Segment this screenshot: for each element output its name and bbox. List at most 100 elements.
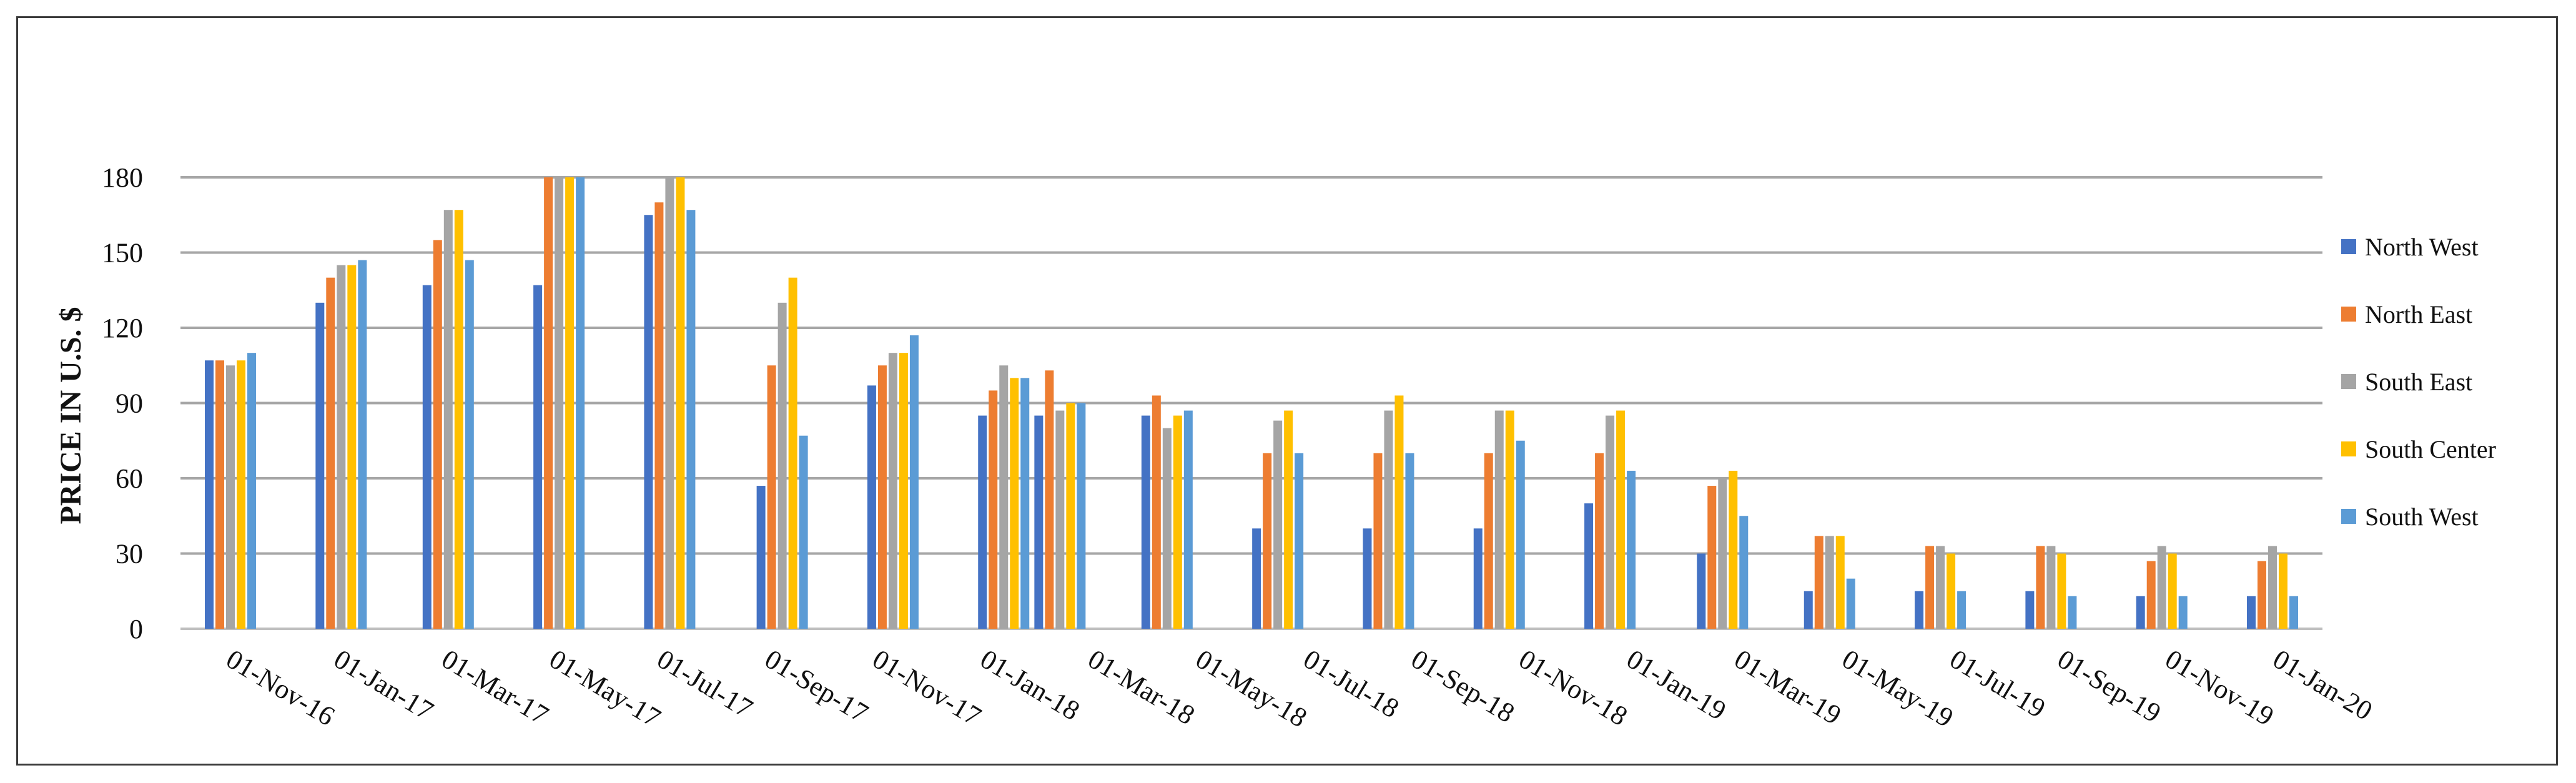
bar-south-west	[358, 260, 367, 629]
bar-south-east	[2157, 546, 2166, 629]
legend-swatch	[2341, 239, 2356, 254]
bar-north-west	[1915, 591, 1924, 629]
chart-frame: 0 30 60 90 120 150 180 01-Nov-16 01-Jan-17 01-Mar…	[16, 16, 2558, 766]
axes: 030609012015018001-Nov-1601-Jan-1701-Mar…	[102, 162, 2377, 734]
bar-north-east	[1707, 486, 1717, 629]
bar-south-east	[443, 210, 453, 629]
bar-north-east	[877, 365, 887, 629]
bar-north-east	[2146, 561, 2156, 629]
bar-north-west	[315, 302, 325, 629]
bar-south-east	[1273, 420, 1283, 629]
legend-label: South East	[2365, 368, 2472, 396]
legend-swatch	[2341, 509, 2356, 524]
legend-label: North West	[2365, 233, 2479, 261]
bar-south-east	[1825, 536, 1834, 629]
bar-south-center	[2057, 553, 2066, 629]
x-tick-label: 01-Jan-17	[328, 644, 438, 727]
gridlines	[180, 176, 2322, 630]
bar-south-west	[909, 335, 919, 629]
bar-south-west	[576, 177, 585, 629]
bar-south-east	[2268, 546, 2277, 629]
bar-south-center	[899, 353, 908, 629]
bars	[205, 177, 2298, 629]
bar-south-west	[1405, 453, 1414, 629]
bar-south-east	[888, 353, 897, 629]
bar-south-center	[1505, 410, 1514, 629]
bar-north-west	[867, 385, 876, 629]
bar-north-west	[2025, 591, 2035, 629]
bar-south-east	[226, 365, 235, 629]
bar-north-east	[544, 177, 553, 629]
bar-south-west	[2068, 596, 2077, 629]
bar-south-center	[676, 177, 685, 629]
x-tick-label: 01-Nov-16	[221, 644, 340, 732]
bar-south-east	[2046, 546, 2056, 629]
bar-south-center	[1947, 553, 1956, 629]
bar-south-east	[1384, 410, 1393, 629]
x-tick-label: 01-Mar-18	[1083, 644, 1200, 731]
legend-swatch	[2341, 441, 2356, 456]
y-tick-label: 120	[102, 313, 143, 343]
x-tick-label: 01-Jul-17	[652, 644, 758, 724]
bar-south-center	[1616, 410, 1626, 629]
y-tick-label: 90	[116, 388, 143, 419]
bar-north-west	[644, 215, 653, 629]
bar-south-center	[1729, 470, 1738, 629]
bar-north-west	[1363, 528, 1372, 629]
bar-north-west	[1473, 528, 1483, 629]
bar-south-west	[465, 260, 474, 629]
bar-south-east	[337, 265, 346, 629]
y-tick-label: 180	[102, 162, 143, 193]
bar-south-west	[1739, 516, 1749, 629]
bar-north-east	[326, 277, 335, 629]
legend-swatch	[2341, 374, 2356, 389]
bar-south-west	[799, 435, 808, 629]
bar-north-east	[1484, 453, 1493, 629]
bar-south-center	[454, 210, 463, 629]
bar-south-east	[555, 177, 564, 629]
bar-north-east	[1152, 395, 1161, 629]
bar-south-west	[1020, 378, 1030, 629]
bar-north-east	[433, 240, 442, 629]
legend-swatch	[2341, 307, 2356, 322]
x-tick-label: 01-Jan-18	[975, 644, 1085, 727]
bar-south-center	[1173, 415, 1182, 629]
x-tick-label: 01-Sep-18	[1406, 644, 1519, 729]
bar-south-east	[1718, 478, 1727, 629]
bar-north-east	[1263, 453, 1272, 629]
bar-south-center	[1010, 378, 1019, 629]
bar-south-center	[1284, 410, 1293, 629]
x-tick-label: 01-Jul-18	[1298, 644, 1404, 724]
bar-south-center	[565, 177, 575, 629]
bar-north-west	[205, 360, 214, 629]
bar-north-west	[2247, 596, 2256, 629]
x-tick-label: 01-Sep-19	[2052, 644, 2166, 729]
bar-south-center	[2168, 553, 2177, 629]
legend-label: South West	[2365, 503, 2479, 531]
bar-north-east	[1814, 536, 1823, 629]
x-tick-label: 01-Jan-19	[1621, 644, 1731, 727]
bar-south-center	[237, 360, 245, 629]
bar-north-east	[1373, 453, 1383, 629]
bar-south-center	[788, 277, 797, 629]
bar-south-east	[665, 177, 674, 629]
bar-north-west	[2136, 596, 2145, 629]
legend-label: South Center	[2365, 435, 2496, 463]
bar-north-west	[1697, 553, 1706, 629]
bar-south-east	[1606, 415, 1615, 629]
y-tick-label: 0	[129, 614, 143, 644]
legend-label: North East	[2365, 300, 2472, 328]
bar-north-west	[422, 285, 432, 629]
bar-north-west	[1252, 528, 1261, 629]
x-tick-label: 01-May-19	[1837, 644, 1958, 734]
bar-south-west	[1295, 453, 1304, 629]
bar-south-east	[1936, 546, 1945, 629]
bar-south-west	[1516, 440, 1525, 629]
y-tick-label: 150	[102, 238, 143, 268]
bar-south-center	[2279, 553, 2287, 629]
bar-south-east	[1162, 428, 1172, 629]
bar-north-east	[2258, 561, 2266, 629]
legend: North West North East South East South Cent…	[2341, 233, 2496, 531]
bar-south-west	[247, 353, 256, 629]
price-bar-chart: 030609012015018001-Nov-1601-Jan-1701-Mar…	[54, 162, 2496, 734]
